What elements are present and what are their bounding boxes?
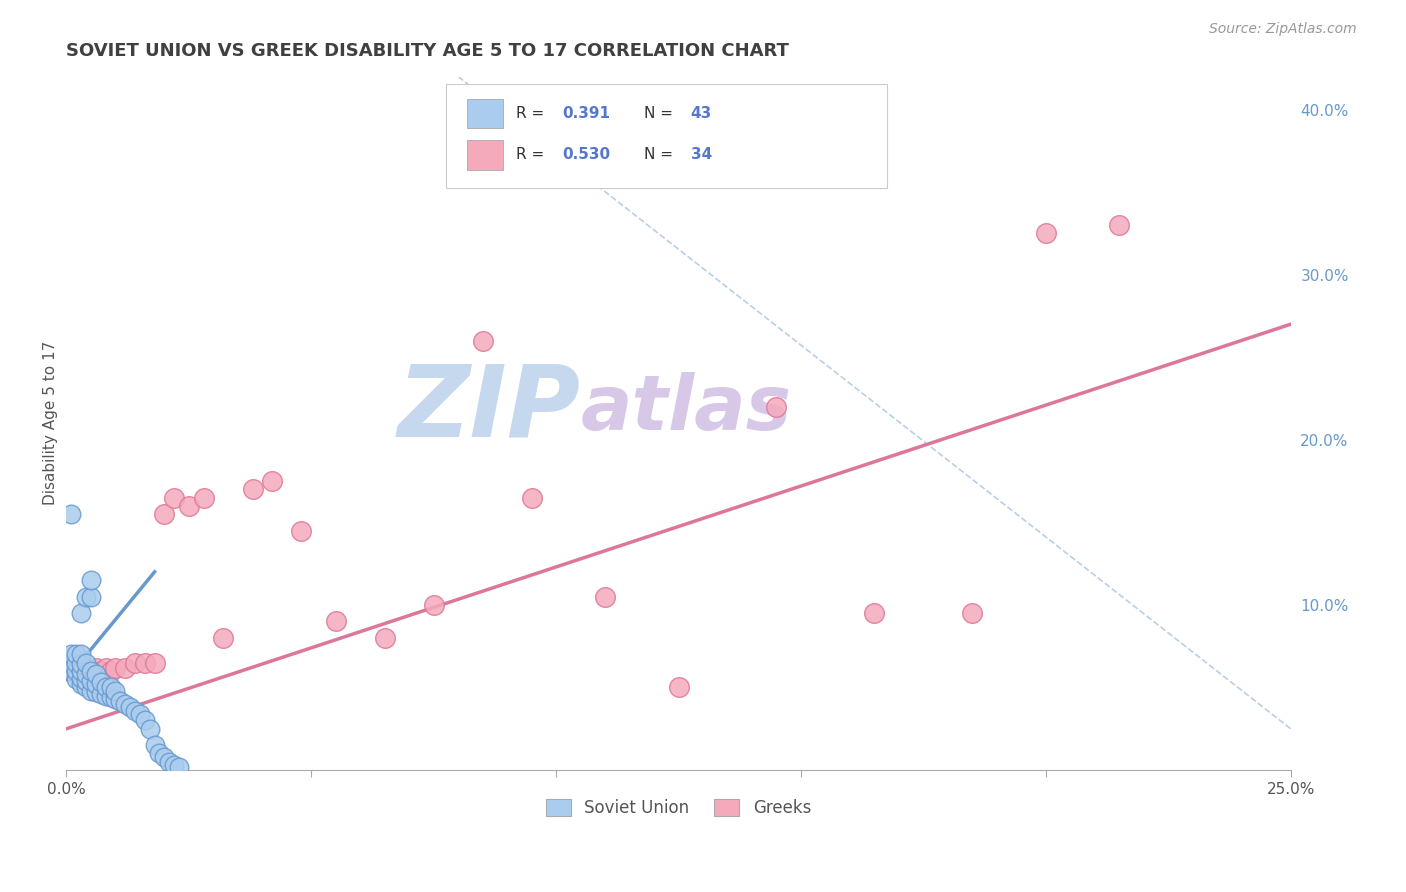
Point	[60, 648, 83, 662]
Text: R =: R =	[516, 106, 544, 120]
Text: 0.530: 0.530	[562, 147, 610, 162]
Point	[94, 689, 117, 703]
Point	[129, 706, 152, 721]
Point	[60, 664, 83, 678]
Point	[110, 693, 132, 707]
Point	[70, 657, 93, 672]
Point	[84, 667, 107, 681]
Point	[124, 704, 146, 718]
Point	[70, 648, 93, 662]
Text: ZIP: ZIP	[398, 361, 581, 458]
Text: Source: ZipAtlas.com: Source: ZipAtlas.com	[1209, 22, 1357, 37]
Point	[212, 631, 235, 645]
Point	[70, 606, 93, 620]
Point	[177, 499, 200, 513]
Point	[70, 671, 93, 685]
Y-axis label: Disability Age 5 to 17: Disability Age 5 to 17	[44, 341, 58, 506]
Point	[80, 573, 103, 587]
Legend: Soviet Union, Greeks: Soviet Union, Greeks	[540, 793, 818, 824]
Point	[65, 660, 87, 674]
Point	[863, 606, 886, 620]
Point	[75, 656, 97, 670]
FancyBboxPatch shape	[446, 84, 887, 187]
Point	[148, 747, 170, 761]
Point	[262, 474, 284, 488]
Point	[70, 664, 93, 678]
Point	[153, 749, 176, 764]
Point	[80, 664, 103, 678]
Point	[134, 714, 156, 728]
Point	[90, 675, 112, 690]
Point	[1035, 227, 1057, 241]
Text: N =: N =	[644, 106, 673, 120]
Point	[242, 483, 264, 497]
Point	[143, 656, 166, 670]
Text: N =: N =	[644, 147, 673, 162]
Point	[65, 664, 87, 678]
Point	[1108, 218, 1130, 232]
Point	[422, 598, 444, 612]
Point	[325, 615, 347, 629]
Point	[80, 590, 103, 604]
Point	[65, 672, 87, 686]
Point	[60, 664, 83, 678]
Point	[70, 677, 93, 691]
Point	[65, 656, 87, 670]
Point	[60, 507, 83, 521]
Point	[90, 664, 112, 678]
Point	[593, 590, 616, 604]
Bar	[467, 99, 503, 128]
Point	[75, 673, 97, 688]
Text: 34: 34	[690, 147, 711, 162]
Point	[114, 660, 136, 674]
Point	[75, 590, 97, 604]
Text: 43: 43	[690, 106, 711, 120]
Point	[80, 683, 103, 698]
Point	[60, 656, 83, 670]
Point	[765, 400, 787, 414]
Point	[143, 738, 166, 752]
Point	[471, 334, 494, 348]
Point	[193, 491, 215, 505]
Point	[520, 491, 543, 505]
Point	[167, 760, 190, 774]
Point	[163, 491, 186, 505]
Point	[668, 681, 690, 695]
Point	[962, 606, 984, 620]
Point	[94, 681, 117, 695]
Point	[290, 524, 312, 538]
Point	[65, 648, 87, 662]
Point	[84, 677, 107, 691]
Point	[70, 664, 93, 678]
Bar	[467, 140, 503, 169]
Point	[374, 631, 396, 645]
Point	[114, 697, 136, 711]
Text: R =: R =	[516, 147, 544, 162]
Point	[134, 656, 156, 670]
Point	[124, 656, 146, 670]
Point	[84, 660, 107, 674]
Point	[75, 660, 97, 674]
Point	[75, 667, 97, 681]
Point	[120, 700, 142, 714]
Point	[153, 507, 176, 521]
Point	[94, 660, 117, 674]
Point	[138, 722, 160, 736]
Point	[100, 690, 122, 705]
Point	[100, 681, 122, 695]
Text: atlas: atlas	[581, 373, 792, 446]
Text: SOVIET UNION VS GREEK DISABILITY AGE 5 TO 17 CORRELATION CHART: SOVIET UNION VS GREEK DISABILITY AGE 5 T…	[66, 42, 789, 60]
Text: 0.391: 0.391	[562, 106, 610, 120]
Point	[84, 685, 107, 699]
Point	[104, 692, 127, 706]
Point	[163, 758, 186, 772]
Point	[90, 687, 112, 701]
Point	[100, 664, 122, 678]
Point	[104, 683, 127, 698]
Point	[104, 660, 127, 674]
Point	[75, 681, 97, 695]
Point	[157, 755, 180, 769]
Point	[80, 664, 103, 678]
Point	[80, 673, 103, 688]
